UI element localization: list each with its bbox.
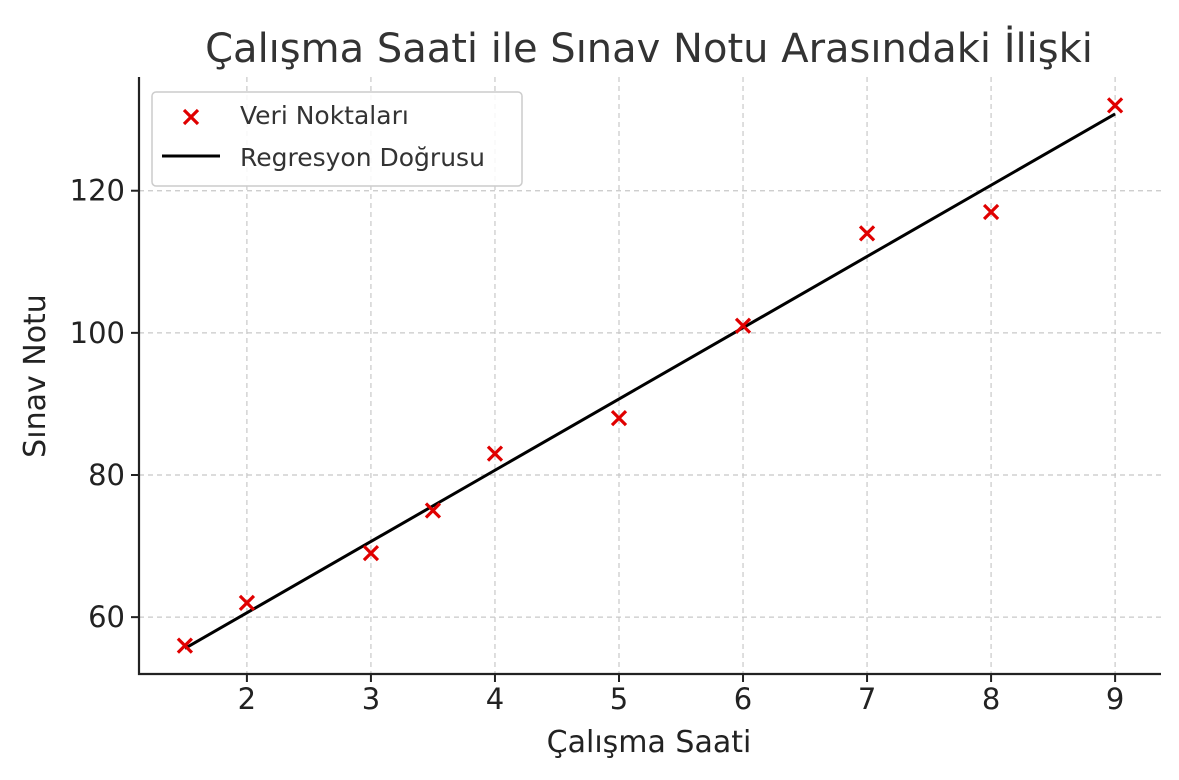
x-tick-label: 4 (486, 682, 504, 716)
legend-marker-icon (182, 108, 200, 126)
y-ticks: 60 80 100 120 (70, 174, 139, 634)
y-axis-label: Sınav Notu (18, 294, 53, 458)
data-point (176, 637, 194, 654)
data-point (982, 203, 1000, 221)
x-tick-label: 6 (734, 682, 752, 716)
x-tick-label: 3 (362, 682, 380, 716)
data-points-layer (176, 97, 1124, 654)
data-point (858, 225, 876, 242)
chart-title: Çalışma Saati ile Sınav Notu Arasındaki … (205, 24, 1093, 72)
legend-x-marker (182, 108, 200, 126)
y-tick-label: 100 (70, 316, 125, 350)
x-tick-label: 2 (238, 682, 256, 716)
data-point (1106, 97, 1124, 114)
x-tick-label: 8 (982, 682, 1000, 716)
legend-label-line: Regresyon Doğrusu (240, 143, 485, 172)
x-tick-label: 9 (1106, 682, 1124, 716)
x-axis-label: Çalışma Saati (547, 725, 752, 760)
legend: Veri Noktaları Regresyon Doğrusu (151, 91, 523, 187)
data-point (362, 545, 380, 562)
legend-label-points: Veri Noktaları (240, 101, 409, 130)
data-point (486, 445, 504, 462)
x-ticks: 2 3 4 5 6 7 8 9 (238, 674, 1124, 716)
y-tick-label: 120 (70, 174, 125, 208)
x-tick-label: 7 (858, 682, 876, 716)
axes-spines (137, 77, 1161, 676)
y-tick-label: 80 (88, 458, 125, 492)
x-tick-label: 5 (610, 682, 628, 716)
data-point (238, 594, 256, 612)
regression-line-layer (184, 112, 1116, 650)
data-point (424, 502, 442, 519)
y-tick-label: 60 (88, 600, 125, 634)
data-point (610, 410, 628, 427)
regression-line (184, 112, 1116, 650)
data-point (734, 317, 752, 334)
legend-box (151, 91, 523, 187)
